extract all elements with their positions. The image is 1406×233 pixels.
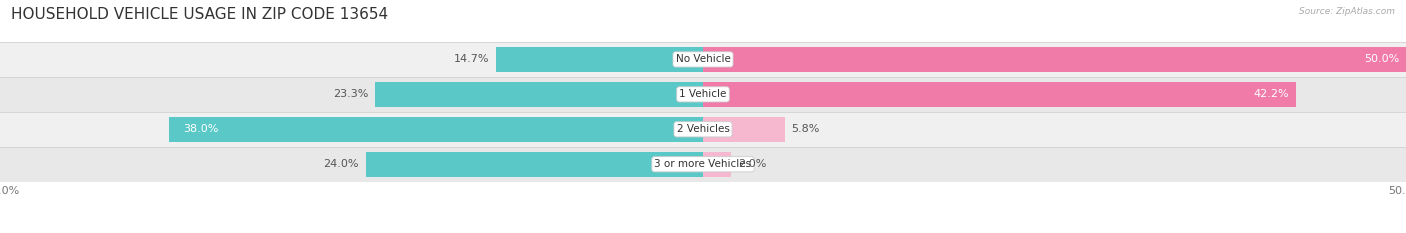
Bar bbox=[703, 152, 731, 177]
Text: 2 Vehicles: 2 Vehicles bbox=[676, 124, 730, 134]
Text: 3 or more Vehicles: 3 or more Vehicles bbox=[654, 159, 752, 169]
Bar bbox=[0, 147, 1406, 182]
Text: 14.7%: 14.7% bbox=[454, 55, 489, 64]
Bar bbox=[703, 117, 785, 142]
Bar bbox=[366, 152, 703, 177]
Text: 23.3%: 23.3% bbox=[333, 89, 368, 99]
Text: 50.0%: 50.0% bbox=[1364, 55, 1399, 64]
Text: 2.0%: 2.0% bbox=[738, 159, 766, 169]
Bar bbox=[0, 112, 1406, 147]
Text: 5.8%: 5.8% bbox=[792, 124, 820, 134]
Bar bbox=[169, 117, 703, 142]
Text: No Vehicle: No Vehicle bbox=[675, 55, 731, 64]
Text: HOUSEHOLD VEHICLE USAGE IN ZIP CODE 13654: HOUSEHOLD VEHICLE USAGE IN ZIP CODE 1365… bbox=[11, 7, 388, 22]
Bar bbox=[0, 42, 1406, 77]
Bar bbox=[0, 77, 1406, 112]
Text: 38.0%: 38.0% bbox=[183, 124, 218, 134]
Text: 1 Vehicle: 1 Vehicle bbox=[679, 89, 727, 99]
Bar bbox=[375, 82, 703, 107]
Bar bbox=[496, 47, 703, 72]
Bar bbox=[703, 82, 1296, 107]
Text: Source: ZipAtlas.com: Source: ZipAtlas.com bbox=[1299, 7, 1395, 16]
Bar bbox=[703, 47, 1406, 72]
Text: 42.2%: 42.2% bbox=[1254, 89, 1289, 99]
Text: 24.0%: 24.0% bbox=[323, 159, 359, 169]
